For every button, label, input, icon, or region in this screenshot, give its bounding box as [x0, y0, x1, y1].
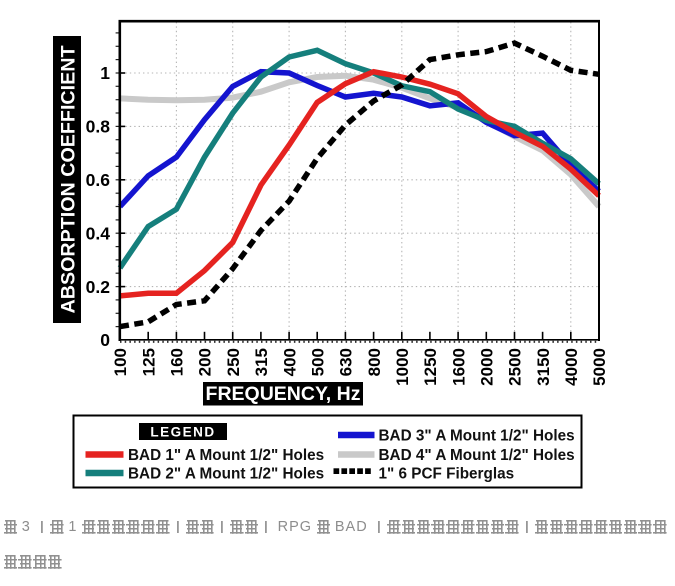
svg-text:1250: 1250: [421, 348, 440, 386]
svg-text:BAD 3" A Mount 1/2" Holes: BAD 3" A Mount 1/2" Holes: [379, 427, 575, 444]
svg-text:500: 500: [308, 348, 327, 376]
svg-text:160: 160: [168, 348, 187, 376]
svg-text:100: 100: [111, 348, 130, 376]
svg-text:0.8: 0.8: [86, 117, 111, 137]
svg-text:630: 630: [337, 348, 356, 376]
svg-text:2000: 2000: [478, 348, 497, 386]
svg-text:200: 200: [196, 348, 215, 376]
svg-text:250: 250: [224, 348, 243, 376]
svg-text:400: 400: [280, 348, 299, 376]
svg-text:2500: 2500: [506, 348, 525, 386]
svg-text:5000: 5000: [590, 348, 609, 386]
svg-text:0.6: 0.6: [86, 170, 111, 190]
svg-text:1600: 1600: [449, 348, 468, 386]
svg-text:0: 0: [100, 330, 110, 350]
svg-text:FREQUENCY, Hz: FREQUENCY, Hz: [206, 383, 361, 405]
svg-text:4000: 4000: [562, 348, 581, 386]
svg-text:0.2: 0.2: [86, 277, 111, 297]
svg-text:800: 800: [365, 348, 384, 376]
svg-text:1: 1: [100, 63, 110, 83]
svg-text:ABSORPTION COEFFICIENT: ABSORPTION COEFFICIENT: [58, 46, 80, 314]
svg-text:BAD 1" A Mount 1/2" Holes: BAD 1" A Mount 1/2" Holes: [128, 447, 324, 464]
svg-text:BAD 2" A Mount 1/2" Holes: BAD 2" A Mount 1/2" Holes: [128, 465, 324, 482]
svg-text:1000: 1000: [393, 348, 412, 386]
svg-text:315: 315: [252, 348, 271, 376]
svg-text:1" 6 PCF Fiberglas: 1" 6 PCF Fiberglas: [379, 465, 515, 482]
svg-text:125: 125: [139, 348, 158, 376]
svg-text:BAD 4" A Mount 1/2" Holes: BAD 4" A Mount 1/2" Holes: [379, 447, 575, 464]
svg-text:3150: 3150: [534, 348, 553, 386]
svg-text:0.4: 0.4: [86, 223, 111, 243]
svg-text:LEGEND: LEGEND: [150, 425, 215, 440]
